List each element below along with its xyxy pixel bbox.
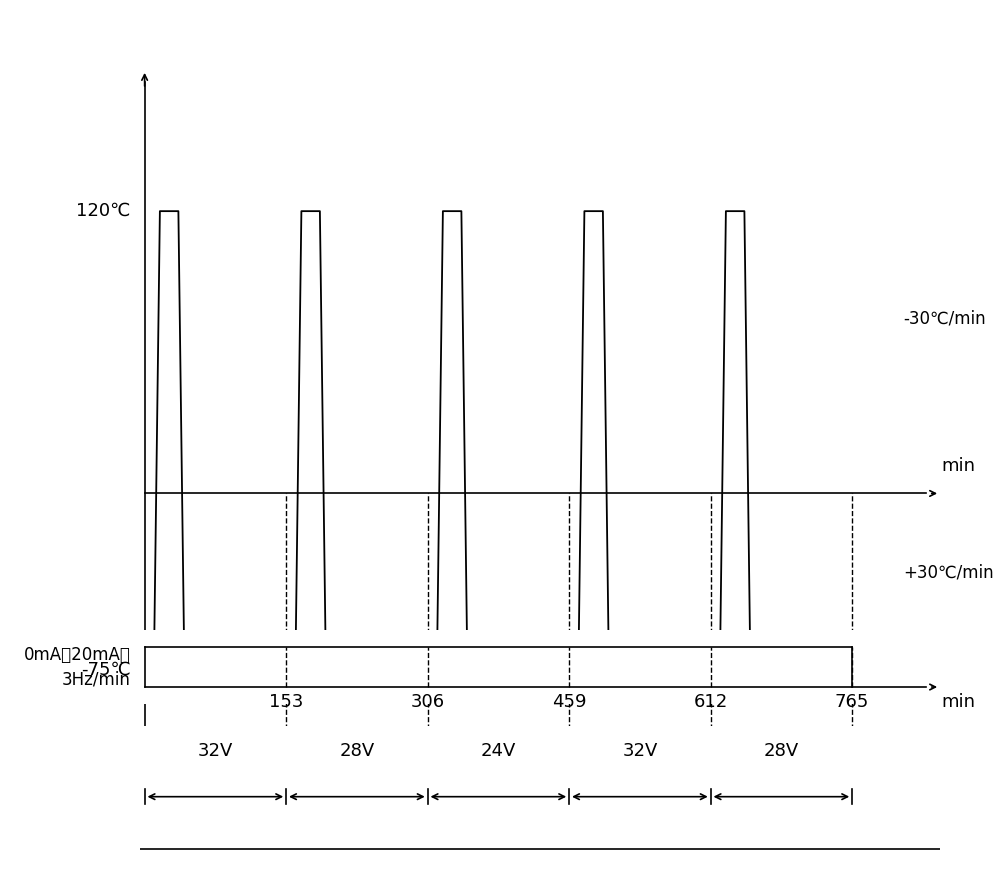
Text: 306: 306 bbox=[411, 693, 445, 711]
Text: 120℃: 120℃ bbox=[76, 202, 131, 220]
Text: 32V: 32V bbox=[198, 742, 233, 760]
Text: min: min bbox=[942, 457, 976, 474]
Text: -30℃/min: -30℃/min bbox=[903, 310, 986, 327]
Text: 28V: 28V bbox=[339, 742, 375, 760]
Text: min: min bbox=[942, 693, 976, 711]
Text: 765: 765 bbox=[835, 693, 869, 711]
Text: 459: 459 bbox=[552, 693, 586, 711]
Text: 153: 153 bbox=[269, 693, 303, 711]
Text: 24V: 24V bbox=[481, 742, 516, 760]
Text: 32V: 32V bbox=[622, 742, 658, 760]
Text: -75℃: -75℃ bbox=[81, 661, 131, 679]
Text: 28V: 28V bbox=[764, 742, 799, 760]
Text: +30℃/min: +30℃/min bbox=[903, 564, 994, 582]
Text: 0mA～20mA，
3Hz/min: 0mA～20mA， 3Hz/min bbox=[24, 646, 131, 689]
Text: 612: 612 bbox=[694, 693, 728, 711]
